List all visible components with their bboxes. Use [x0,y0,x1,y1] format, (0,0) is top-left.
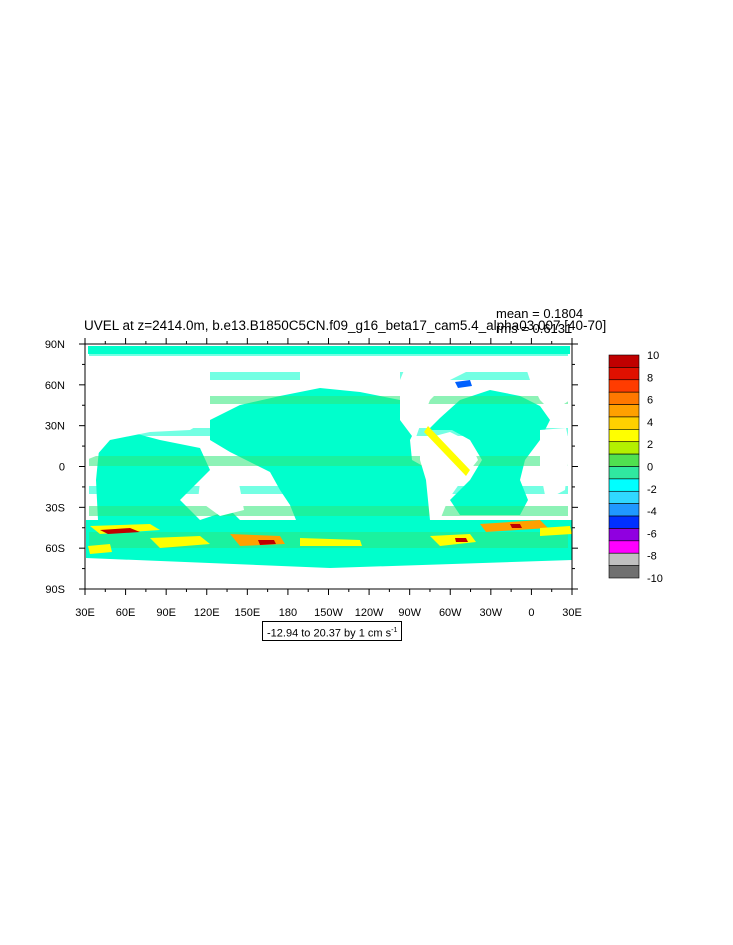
colorbar-swatch [608,515,640,529]
field-band [89,486,568,494]
current-feature [430,534,476,546]
chart-title: UVEL at z=2414.0m, b.e13.B1850C5CN.f09_g… [84,318,607,333]
x-tick-label: 120W [355,607,384,619]
x-tick-label: 90W [398,607,421,619]
current-feature [150,536,210,548]
y-tick-label: 60N [45,380,65,392]
current-feature [88,544,112,554]
x-tick-label: 120E [194,607,220,619]
y-tick-label: 30S [45,502,65,514]
land-mask [540,428,570,500]
colorbar-label: 8 [647,372,653,384]
land-mask [522,356,570,412]
current-feature [455,380,472,388]
colorbar-swatch [608,404,640,418]
field-band [89,456,568,466]
colorbar-swatch [608,453,640,467]
x-tick-label: 90E [156,607,176,619]
y-tick-label: 0 [59,462,65,474]
x-tick-label: 30E [562,607,582,619]
x-tick-label: 60E [116,607,136,619]
colorbar-swatch [608,478,640,492]
colorbar-label: 6 [647,395,653,407]
colorbar-label: 4 [647,417,653,429]
colorbar-swatch [608,367,640,381]
field-band [89,348,568,356]
colorbar-swatch [608,379,640,393]
contour-range-label: -12.94 to 20.37 by 1 cm s-1 [262,621,403,641]
colorbar-swatch [608,540,640,554]
y-tick-label: 30N [45,421,65,433]
colorbar-label: -8 [647,551,657,563]
colorbar-swatch [608,429,640,443]
colorbar-swatch [608,528,640,542]
current-feature [510,524,522,528]
current-feature [455,538,468,542]
colorbar-swatch [608,391,640,405]
land-mask [198,478,244,516]
colorbar-swatch [608,441,640,455]
colorbar-label: 10 [647,350,659,362]
y-tick-label: 90N [45,339,65,351]
colorbar-swatch [608,466,640,480]
colorbar-swatch [608,416,640,430]
colorbar-label: -6 [647,528,657,540]
land-mask [400,356,470,440]
land-mask [420,432,478,520]
x-tick-label: 0 [528,607,534,619]
land-mask [86,356,210,460]
mean-value: mean = 0.1804 [496,306,584,321]
field-band [89,506,568,516]
x-tick-label: 150E [234,607,260,619]
x-tick-label: 150W [314,607,343,619]
ocean-region [428,390,550,515]
field-band [89,396,568,404]
colorbar-swatch [608,552,640,566]
x-tick-label: 30W [480,607,503,619]
current-feature [258,540,276,545]
land-mask [300,356,400,386]
current-feature [540,526,572,536]
ocean-region [96,432,240,522]
rms-value: rms = 0.6131 [496,321,573,336]
colorbar-swatch [608,490,640,504]
current-feature [100,528,140,534]
x-tick-label: 180 [279,607,297,619]
x-tick-label: 30E [75,607,95,619]
x-tick-label: 60W [439,607,462,619]
colorbar-label: 0 [647,462,653,474]
current-feature [424,426,470,476]
colorbar-swatch [608,503,640,517]
y-tick-label: 60S [45,543,65,555]
field-band [89,428,568,436]
colorbar-label: -2 [647,484,657,496]
colorbar-label: -10 [647,573,663,585]
colorbar-swatch [608,565,640,579]
y-tick-label: 90S [45,584,65,596]
colorbar-label: -4 [647,506,657,518]
colorbar-label: 2 [647,439,653,451]
current-feature [300,538,362,546]
colorbar-swatch [608,354,640,368]
